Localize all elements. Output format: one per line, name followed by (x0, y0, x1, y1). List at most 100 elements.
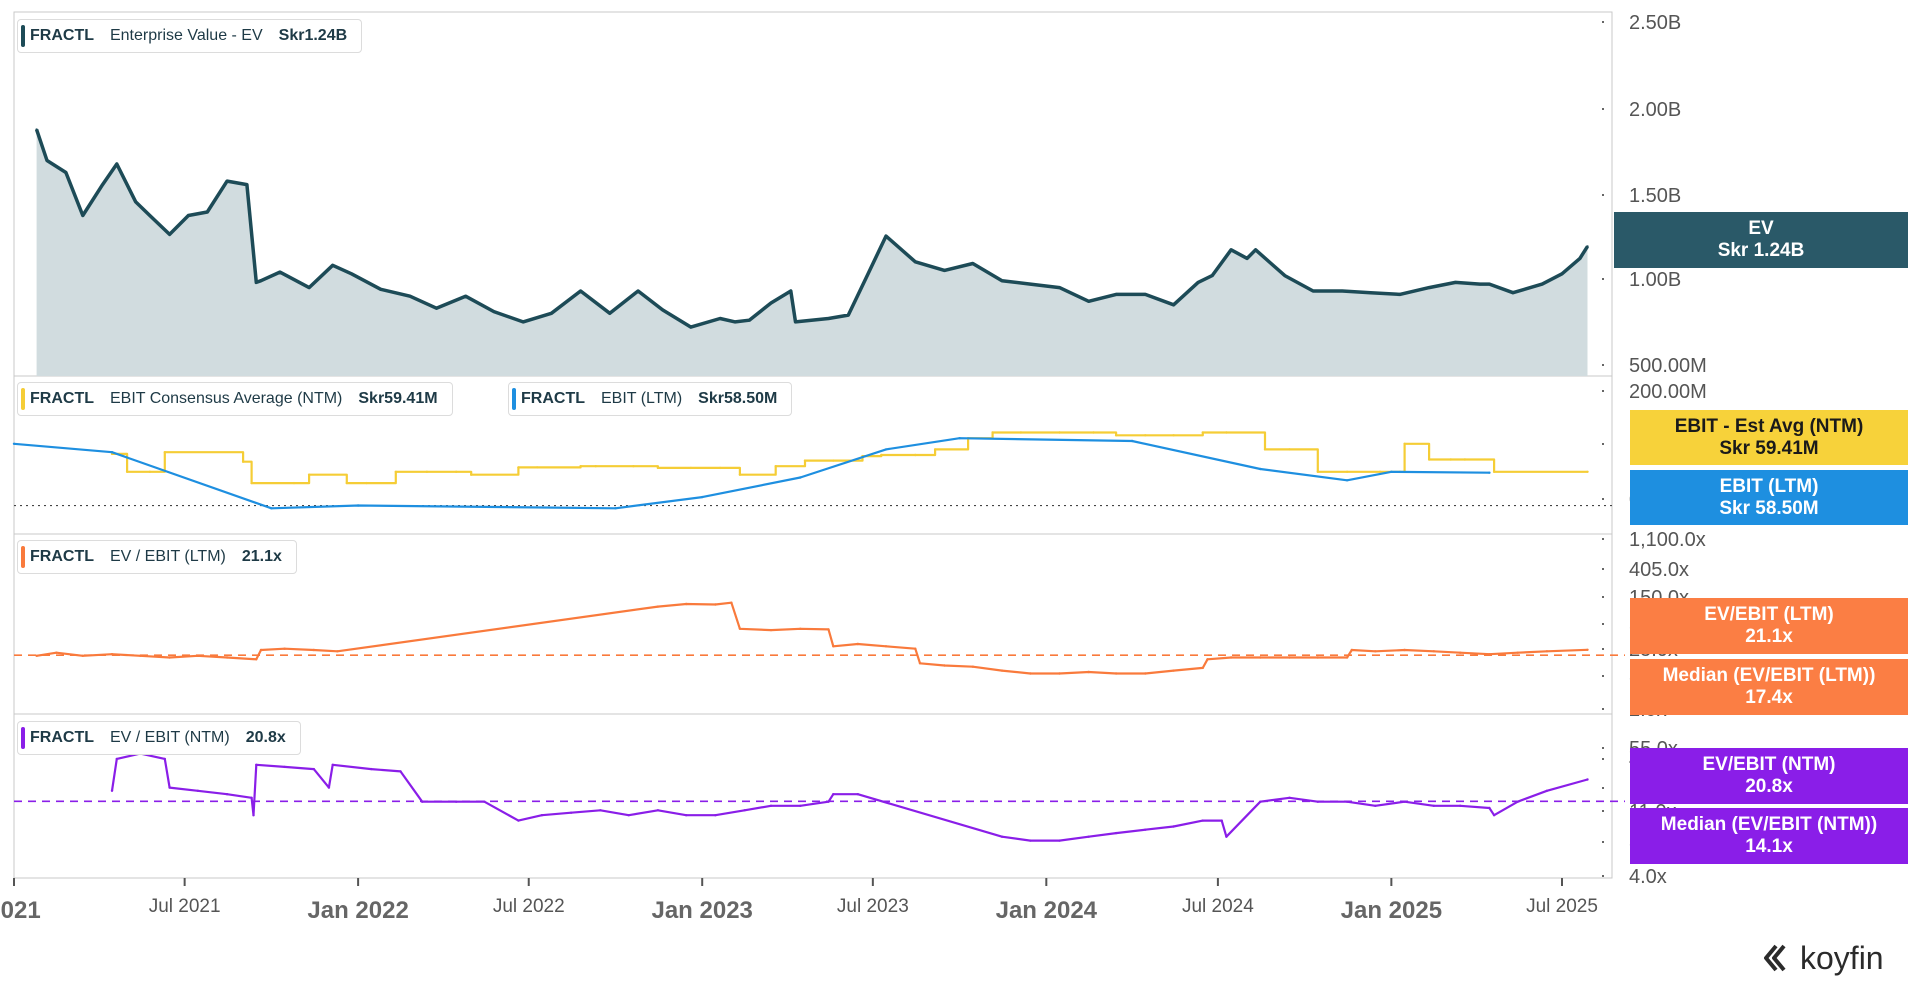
tag-median-ev-ebit-ltm-line2: 17.4x (1745, 687, 1793, 708)
series-point-ev-0 (1000, 279, 1004, 282)
series-point-ev_ebit_ltm-0 (971, 665, 974, 668)
series-point-ebit-0 (1019, 431, 1023, 434)
series-point-ev_ebit_ltm-0 (312, 648, 315, 652)
legend-ev-ebit-ltm[interactable]: FRACTL EV / EBIT (LTM) 21.1x (17, 540, 297, 574)
series-point-ev-0 (492, 310, 496, 313)
brand-name: koyfin (1800, 939, 1884, 976)
series-point-ev-0 (225, 179, 229, 183)
legend-ev-ebit-ntm-name: EV / EBIT (NTM) (109, 729, 230, 746)
legend-ebit-ltm-ticker: FRACTL (521, 390, 585, 407)
legend-ev-ebit-ntm-color (21, 727, 25, 749)
series-line-ev_ebit_ntm-0[interactable] (110, 752, 1588, 842)
series-point-ev_ebit_ntm-0 (599, 809, 602, 812)
series-point-ebit-0 (656, 466, 660, 470)
x-tick-label: Jul 2023 (837, 896, 909, 917)
series-point-ev_ebit_ntm-0 (1492, 814, 1496, 817)
tag-ev-ebit-ltm-line2: 21.1x (1745, 626, 1793, 647)
x-tick-label: Jul 2022 (493, 896, 565, 917)
series-point-ev_ebit_ltm-0 (1374, 650, 1377, 653)
series-point-ebit-0 (307, 473, 311, 476)
series-point-ebit-0 (933, 448, 937, 451)
series-point-ev_ebit_ltm-0 (943, 664, 946, 667)
series-point-ev-0 (1541, 282, 1544, 286)
series-point-ebit-1 (614, 507, 617, 510)
series-point-ev_ebit_ltm-0 (1488, 653, 1491, 656)
series-line-ev_ebit_ltm-0[interactable] (36, 601, 1588, 675)
series-point-ev-0 (464, 295, 467, 298)
series-point-ebit-0 (1172, 434, 1175, 437)
tag-median-ev-ebit-ntm-line1: Median (EV/EBIT (NTM)) (1660, 814, 1878, 835)
series-point-ev_ebit_ntm-0 (656, 809, 660, 812)
series-point-ev_ebit_ltm-0 (1229, 656, 1233, 659)
x-tick-label: Jul 2021 (149, 896, 221, 917)
series-point-ebit-0 (394, 470, 397, 473)
series-point-ebit-0 (738, 473, 742, 476)
series-point-ev_ebit_ltm-0 (1114, 672, 1118, 675)
koyfin-logo[interactable]: koyfin (1762, 940, 1884, 976)
series-point-ev-0 (1369, 291, 1372, 294)
series-point-ev_ebit_ntm-0 (1114, 831, 1118, 835)
series-point-ev_ebit_ntm-0 (250, 796, 253, 799)
legend-ebit-ltm-color (512, 388, 516, 410)
series-point-ev_ebit_ntm-0 (110, 789, 114, 792)
series-point-ev_ebit_ltm-0 (81, 654, 85, 657)
series-point-ev_ebit_ltm-0 (1432, 650, 1436, 653)
series-point-ebit-0 (832, 459, 835, 462)
series-point-ev-0 (521, 320, 525, 324)
tag-median-ev-ebit-ltm: Median (EV/EBIT (LTM)) 17.4x (1630, 659, 1908, 715)
series-point-ev_ebit_ntm-0 (1516, 800, 1519, 803)
series-point-ev_ebit_ntm-0 (255, 763, 258, 766)
series-point-ebit-1 (356, 504, 360, 507)
series-point-ev_ebit_ltm-0 (714, 603, 717, 606)
series-point-ebit-0 (803, 459, 807, 462)
series-point-ev_ebit_ltm-0 (35, 654, 38, 657)
series-point-ebit-0 (1092, 431, 1095, 434)
series-point-ev-0 (115, 162, 119, 166)
series-point-ev_ebit_ntm-0 (225, 793, 229, 796)
series-point-ev-0 (1311, 289, 1315, 293)
series-point-ev_ebit_ltm-0 (914, 647, 917, 650)
series-point-ebit-1 (701, 495, 704, 499)
legend-ev-name: Enterprise Value - EV (109, 27, 263, 44)
series-point-ev_ebit_ltm-0 (1316, 656, 1320, 659)
series-point-ebit-1 (1130, 439, 1134, 443)
series-line-ebit-0[interactable] (112, 431, 1588, 485)
series-point-ev_ebit_ntm-0 (312, 767, 315, 771)
series-point-ebit-0 (880, 453, 883, 457)
legend-ev[interactable]: FRACTL Enterprise Value - EV Skr1.24B (17, 19, 363, 53)
y-tick-label-ev_ebit_ntm: 4.0x (1629, 866, 1667, 888)
series-point-ev_ebit_ltm-0 (685, 602, 688, 606)
legend-ebit-ltm[interactable]: FRACTL EBIT (LTM) Skr58.50M (508, 382, 793, 416)
series-point-ev_ebit_ntm-0 (540, 814, 544, 817)
x-tick-label: Jan 2023 (651, 897, 752, 924)
series-point-ev-0 (579, 289, 582, 293)
legend-ev-ebit-ntm[interactable]: FRACTL EV / EBIT (NTM) 20.8x (17, 721, 301, 755)
series-point-ev_ebit_ltm-0 (769, 628, 773, 632)
series-point-ev-0 (866, 274, 869, 277)
series-point-ev_ebit_ntm-0 (856, 793, 859, 796)
series-point-ebit-0 (774, 465, 777, 468)
series-point-ev-0 (827, 317, 830, 320)
series-point-ev_ebit_ntm-0 (743, 809, 746, 812)
series-point-ev_ebit_ltm-0 (1029, 672, 1032, 675)
series-point-ev_ebit_ntm-0 (1586, 778, 1589, 781)
series-point-ev-0 (1254, 248, 1257, 251)
series-point-ev-0 (206, 210, 209, 214)
y-tick-label-ebit: 200.00M (1629, 381, 1707, 403)
series-point-ebit-0 (470, 473, 473, 476)
series-point-ev_ebit_ltm-0 (196, 654, 199, 657)
series-point-ev_ebit_ntm-0 (163, 757, 166, 761)
series-line-ebit-1[interactable] (13, 437, 1490, 510)
legend-ebit-ntm[interactable]: FRACTL EBIT Consensus Average (NTM) Skr5… (17, 382, 453, 416)
series-point-ev-0 (255, 281, 258, 284)
series-line-ev-0[interactable] (34, 129, 1589, 329)
tag-ebit-ntm-line2: Skr 59.41M (1719, 437, 1819, 459)
series-point-ev-0 (1341, 289, 1344, 293)
legend-ebit-ntm-ticker: FRACTL (30, 390, 94, 407)
series-point-ebit-0 (1316, 470, 1320, 473)
series-point-ebit-0 (1201, 431, 1205, 434)
series-point-ev_ebit_ntm-0 (570, 811, 573, 814)
series-point-ev-0 (101, 183, 104, 186)
tag-ev-ebit-ltm-line1: EV/EBIT (LTM) (1704, 604, 1834, 625)
series-point-ev-0 (1245, 257, 1249, 260)
